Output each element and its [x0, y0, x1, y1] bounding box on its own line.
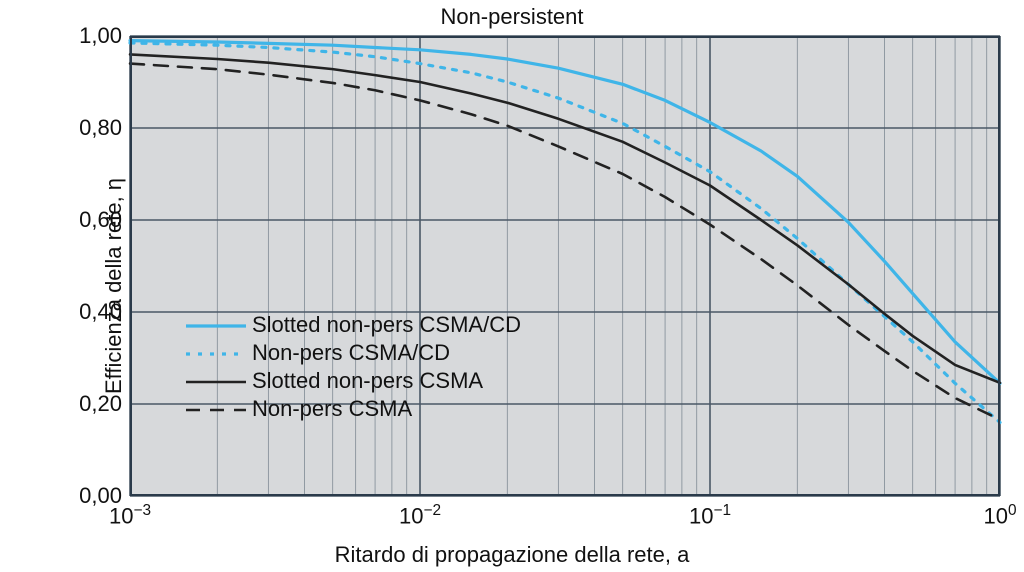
legend-swatch	[186, 346, 246, 360]
chart-title: Non-persistent	[0, 4, 1024, 30]
plot-border	[130, 36, 1000, 496]
legend-swatch	[186, 318, 246, 332]
x-tick-label: 100	[983, 496, 1016, 529]
plot-area: 0,000,200,400,600,801,00 10−310−210−1100…	[130, 36, 1000, 496]
legend-row: Slotted non-pers CSMA	[186, 368, 521, 394]
legend-swatch	[186, 374, 246, 388]
legend-label: Non-pers CSMA	[252, 396, 412, 422]
chart-container: Non-persistent Efficienza della rete, η …	[0, 0, 1024, 572]
x-axis-label: Ritardo di propagazione della rete, a	[0, 542, 1024, 568]
legend-label: Slotted non-pers CSMA	[252, 368, 483, 394]
legend-row: Non-pers CSMA/CD	[186, 340, 521, 366]
legend-label: Non-pers CSMA/CD	[252, 340, 450, 366]
y-tick-label: 0,40	[79, 299, 130, 325]
legend-swatch	[186, 402, 246, 416]
x-tick-label: 10−2	[399, 496, 441, 529]
legend-row: Non-pers CSMA	[186, 396, 521, 422]
x-tick-label: 10−1	[689, 496, 731, 529]
y-tick-label: 0,20	[79, 391, 130, 417]
y-tick-label: 0,80	[79, 115, 130, 141]
legend: Slotted non-pers CSMA/CDNon-pers CSMA/CD…	[186, 310, 521, 424]
legend-label: Slotted non-pers CSMA/CD	[252, 312, 521, 338]
y-tick-label: 0,60	[79, 207, 130, 233]
x-tick-label: 10−3	[109, 496, 151, 529]
y-tick-label: 1,00	[79, 23, 130, 49]
legend-row: Slotted non-pers CSMA/CD	[186, 312, 521, 338]
